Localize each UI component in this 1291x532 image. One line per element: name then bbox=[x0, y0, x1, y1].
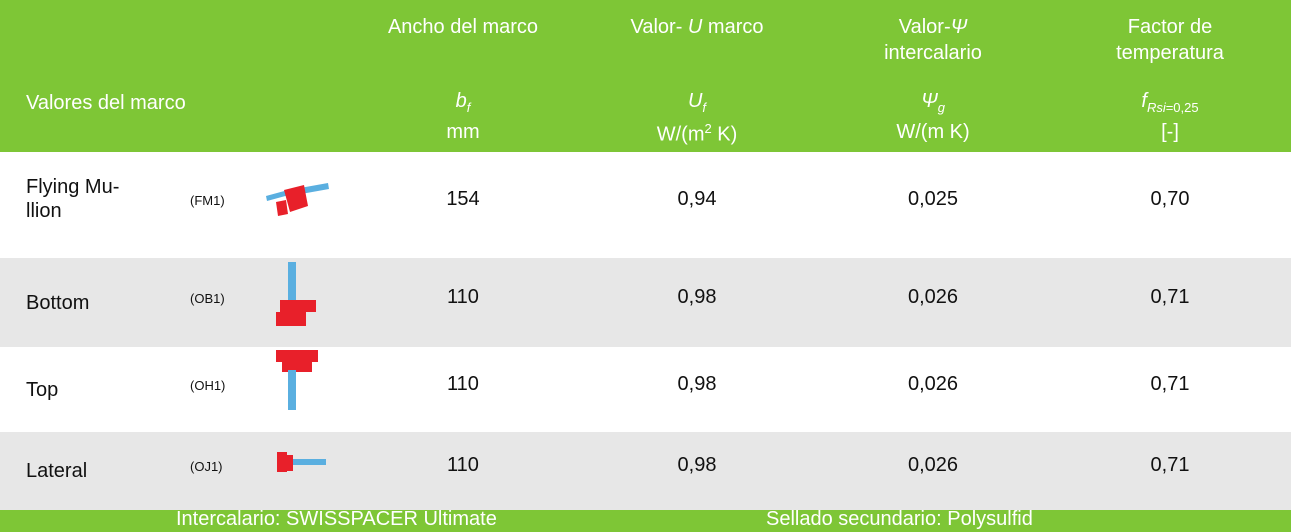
title-part: U bbox=[687, 16, 703, 38]
column-unit: mm bbox=[363, 121, 563, 144]
cell: 0,71 bbox=[1150, 454, 1190, 476]
footer: Intercalario: SWISSPACER Ultimate Sellad… bbox=[0, 508, 1291, 532]
row-label: Valores del marco bbox=[26, 92, 186, 114]
column-symbol: bf bbox=[363, 90, 563, 115]
row-name: Top bbox=[26, 378, 59, 401]
symbol-main: f bbox=[1141, 90, 1147, 112]
cell: 0,026 bbox=[907, 285, 959, 308]
row-code: (FM1) bbox=[190, 193, 225, 208]
symbol-main: Ψ bbox=[921, 90, 938, 112]
cell: 0,98 bbox=[677, 372, 717, 395]
column-title: Valor- U marco bbox=[587, 16, 807, 39]
cell: 0,98 bbox=[677, 285, 717, 308]
title-part: Ancho del marco bbox=[387, 16, 539, 38]
cell: 110 bbox=[447, 372, 479, 395]
footer-right: Sellado secundario: Polysulfid bbox=[766, 508, 1033, 530]
cell: 0,70 bbox=[1150, 188, 1190, 210]
symbol-sub-text: =0,25 bbox=[1165, 100, 1199, 115]
cell: 0,71 bbox=[1150, 372, 1190, 395]
row-name: Flying Mu- bbox=[26, 176, 120, 198]
symbol-sub: g bbox=[938, 100, 945, 115]
symbol-sub: f bbox=[467, 100, 471, 115]
title-part: temperatura bbox=[1116, 42, 1224, 64]
icon-oh1 bbox=[276, 350, 318, 410]
row-code: (OB1) bbox=[190, 290, 225, 306]
symbol-sub-text: Rsi bbox=[1146, 100, 1166, 115]
unit-part: W/(m bbox=[656, 123, 705, 146]
header bbox=[0, 0, 1291, 152]
column-title: Valor-Ψ bbox=[823, 16, 1043, 39]
row bbox=[0, 432, 1291, 510]
cell: 0,94 bbox=[677, 188, 717, 210]
icon-oj1 bbox=[277, 452, 326, 472]
column-symbol: Ψg bbox=[823, 90, 1043, 115]
symbol-main: U bbox=[687, 90, 703, 112]
cell: 0,026 bbox=[907, 372, 959, 395]
icon-ob1 bbox=[276, 262, 316, 326]
cell: 0,025 bbox=[907, 188, 959, 210]
unit-part: 2 bbox=[704, 121, 712, 136]
unit-part: K) bbox=[711, 123, 738, 146]
icon-fm1 bbox=[266, 183, 329, 216]
cell: 110 bbox=[447, 285, 479, 308]
symbol-sub: f bbox=[702, 100, 706, 115]
column-unit: W/(m K) bbox=[823, 121, 1043, 144]
row-name: Bottom bbox=[26, 291, 90, 314]
cell: 0,026 bbox=[907, 454, 959, 476]
cell: 0,71 bbox=[1150, 285, 1190, 308]
symbol-sub-text: g bbox=[937, 100, 945, 115]
column-symbol: Uf bbox=[587, 90, 807, 115]
symbol-sub: Rsi=0,25 bbox=[1147, 100, 1199, 115]
column-title: intercalario bbox=[823, 42, 1043, 65]
unit-part: mm bbox=[446, 121, 480, 143]
footer-left: Intercalario: SWISSPACER Ultimate bbox=[176, 508, 497, 530]
symbol-main: b bbox=[455, 90, 467, 112]
column-symbol: fRsi=0,25 bbox=[1025, 90, 1291, 115]
title-part: Ψ bbox=[950, 16, 968, 38]
title-part: marco bbox=[702, 16, 764, 38]
title-part: intercalario bbox=[884, 42, 982, 64]
cell: 154 bbox=[446, 188, 480, 210]
title-part: Valor- bbox=[630, 16, 688, 38]
row-code: (OJ1) bbox=[190, 459, 223, 474]
cell: 0,98 bbox=[677, 454, 717, 476]
column-title: Factor de bbox=[1025, 16, 1291, 39]
symbol-sub-text: f bbox=[702, 100, 707, 115]
title-part: Valor- bbox=[898, 16, 951, 38]
cell: 110 bbox=[447, 454, 479, 476]
row-name: llion bbox=[26, 200, 62, 222]
column-title: Ancho del marco bbox=[363, 16, 563, 39]
column-title: temperatura bbox=[1025, 42, 1291, 65]
row-name: Lateral bbox=[26, 460, 88, 482]
row-code: (OH1) bbox=[190, 377, 226, 393]
column-unit: [-] bbox=[1025, 121, 1291, 144]
column-unit: W/(m2 K) bbox=[587, 121, 807, 147]
symbol-sub-text: f bbox=[466, 100, 471, 115]
unit-part: [-] bbox=[1161, 121, 1179, 143]
row bbox=[0, 258, 1291, 347]
unit-part: W/(m K) bbox=[896, 121, 970, 143]
title-part: Factor de bbox=[1127, 16, 1213, 38]
